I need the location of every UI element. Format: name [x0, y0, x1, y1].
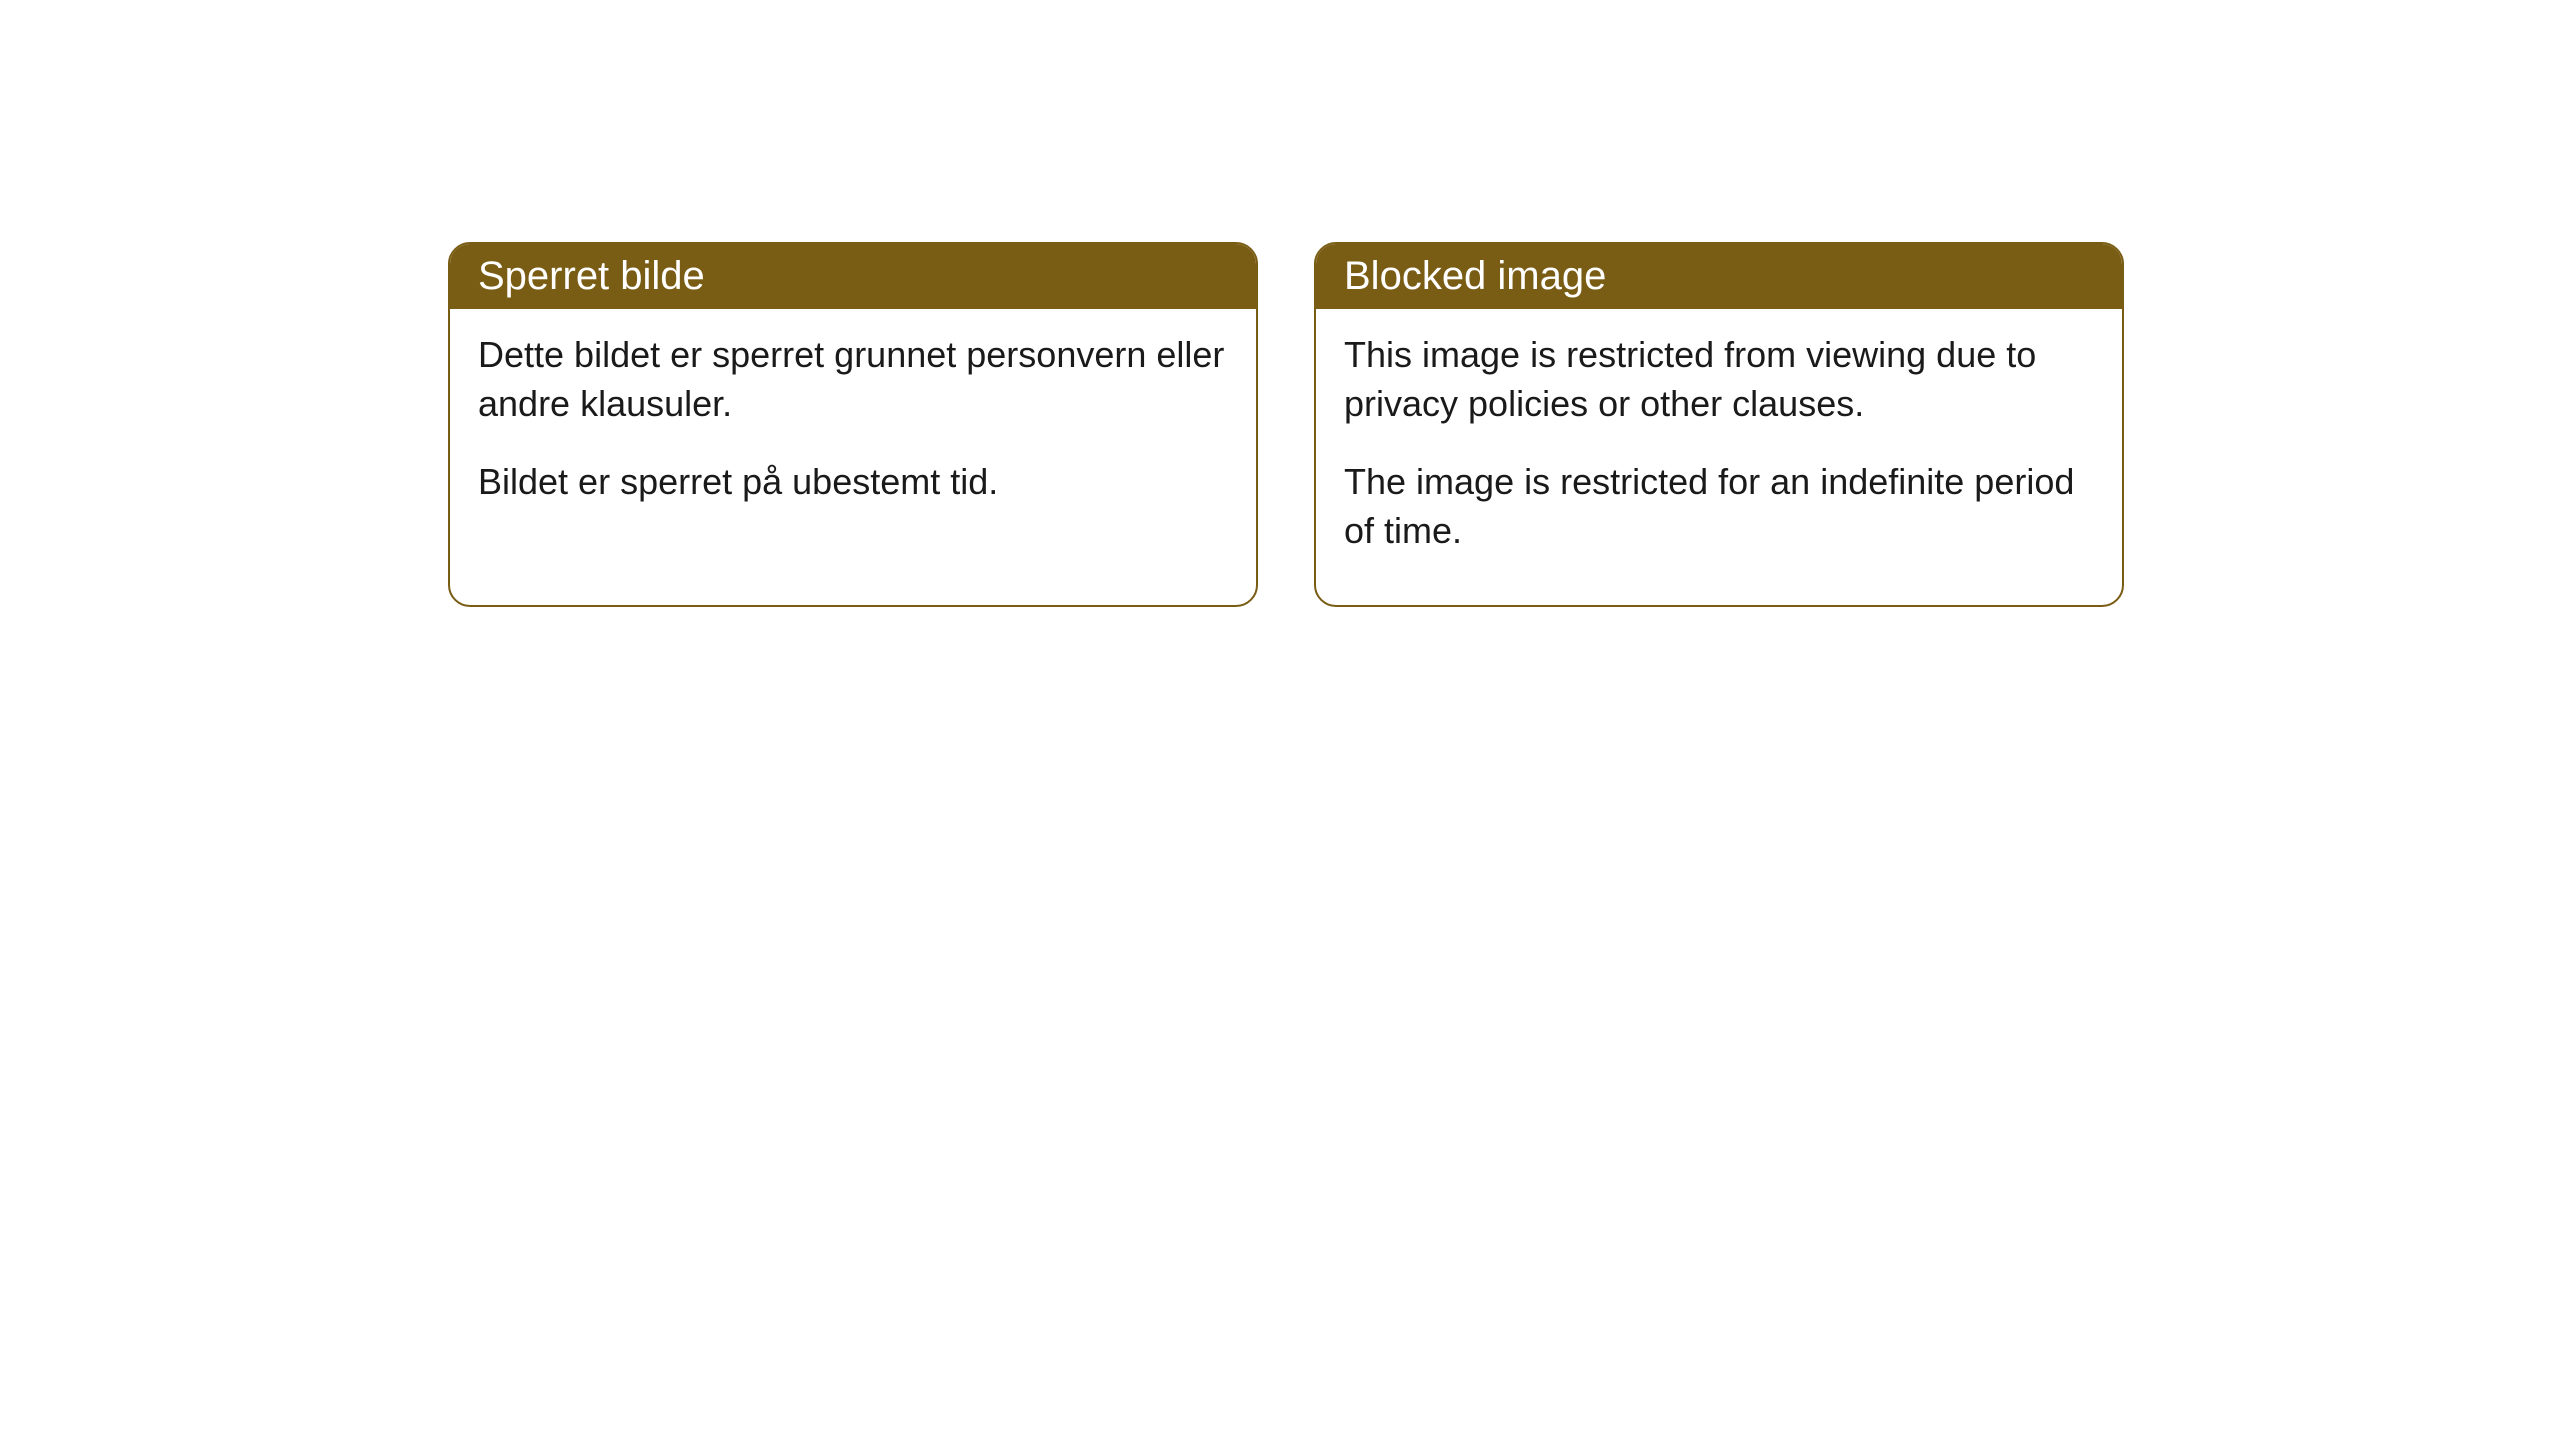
card-header-norwegian: Sperret bilde [450, 244, 1256, 309]
card-paragraph: Bildet er sperret på ubestemt tid. [478, 458, 1228, 507]
notice-cards-container: Sperret bilde Dette bildet er sperret gr… [0, 0, 2560, 607]
card-paragraph: Dette bildet er sperret grunnet personve… [478, 331, 1228, 428]
card-paragraph: This image is restricted from viewing du… [1344, 331, 2094, 428]
blocked-image-card-english: Blocked image This image is restricted f… [1314, 242, 2124, 607]
card-body-norwegian: Dette bildet er sperret grunnet personve… [450, 309, 1256, 557]
card-title: Sperret bilde [478, 254, 705, 298]
card-header-english: Blocked image [1316, 244, 2122, 309]
card-paragraph: The image is restricted for an indefinit… [1344, 458, 2094, 555]
card-body-english: This image is restricted from viewing du… [1316, 309, 2122, 605]
card-title: Blocked image [1344, 254, 1606, 298]
blocked-image-card-norwegian: Sperret bilde Dette bildet er sperret gr… [448, 242, 1258, 607]
